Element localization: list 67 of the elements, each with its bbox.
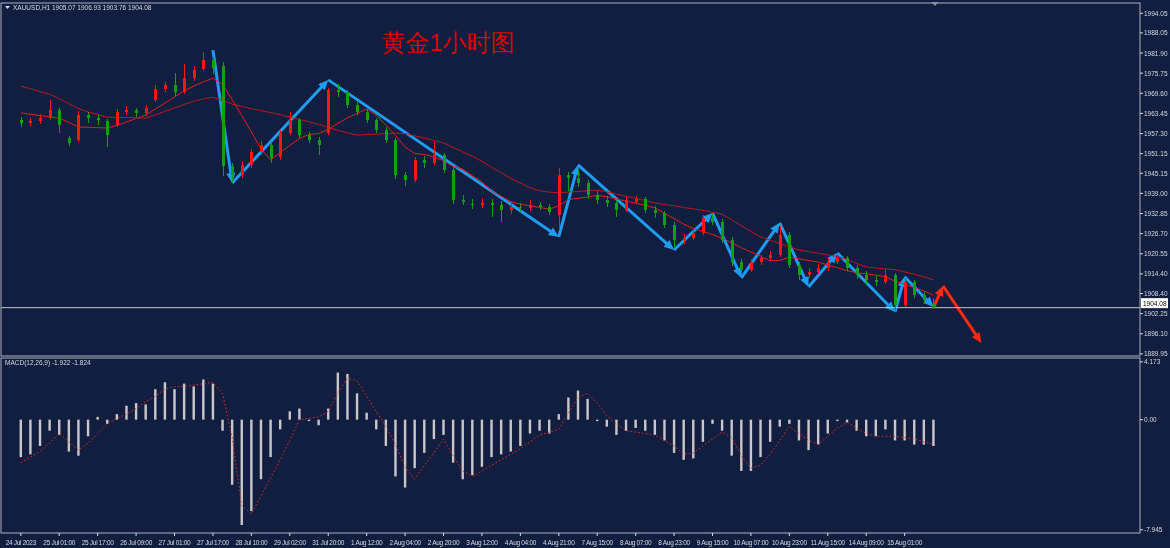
bar	[567, 397, 570, 420]
bar	[615, 419, 618, 435]
candlestick	[702, 214, 705, 236]
bar	[442, 419, 445, 435]
bar	[740, 419, 743, 471]
candlestick	[673, 221, 676, 248]
bar	[538, 419, 541, 431]
candlestick	[500, 200, 503, 223]
bar	[884, 419, 887, 430]
candlestick	[298, 117, 301, 139]
bar	[125, 405, 128, 420]
bar	[288, 411, 291, 420]
bar	[519, 419, 522, 446]
candlestick	[779, 225, 782, 258]
candlestick	[414, 156, 417, 183]
bar	[807, 419, 810, 451]
candlestick	[721, 218, 724, 244]
bar	[365, 412, 368, 420]
bar	[682, 419, 685, 460]
line-series	[20, 377, 934, 515]
candlestick	[58, 107, 61, 134]
candlestick	[270, 141, 273, 164]
bar	[586, 398, 589, 420]
candlestick	[587, 179, 590, 200]
bar	[317, 419, 320, 426]
candlestick	[174, 72, 177, 97]
candlestick	[250, 148, 253, 169]
candlestick	[567, 171, 570, 192]
bar	[471, 419, 474, 476]
bar	[221, 419, 224, 431]
bar	[788, 419, 791, 424]
bar	[202, 379, 205, 420]
bar	[77, 419, 80, 456]
bar	[903, 419, 906, 441]
bar	[759, 419, 762, 458]
candlestick	[731, 236, 734, 267]
bar	[346, 373, 349, 420]
bar	[96, 416, 99, 420]
bar	[154, 389, 157, 420]
bar	[711, 419, 714, 424]
bar	[394, 419, 397, 477]
bar	[144, 404, 147, 420]
bar	[48, 419, 51, 431]
bar	[634, 419, 637, 428]
bar	[413, 419, 416, 469]
bar	[490, 419, 493, 458]
bar	[932, 419, 935, 446]
bar	[250, 419, 253, 512]
bar	[269, 419, 272, 458]
candlestick	[49, 99, 52, 121]
bar	[557, 414, 560, 420]
candlestick	[202, 51, 205, 72]
bar	[663, 419, 666, 441]
candlestick	[471, 198, 474, 210]
candlestick	[231, 162, 234, 183]
candlestick	[289, 111, 292, 136]
bar	[29, 419, 32, 455]
candlestick	[433, 141, 436, 166]
bar	[855, 419, 858, 431]
text: 黄金1小时图	[381, 28, 516, 56]
candlestick	[443, 152, 446, 174]
bar	[173, 389, 176, 420]
candlestick	[904, 277, 907, 308]
candlestick	[106, 118, 109, 148]
candlestick	[183, 63, 186, 95]
bar	[298, 408, 301, 420]
bar	[115, 414, 119, 420]
